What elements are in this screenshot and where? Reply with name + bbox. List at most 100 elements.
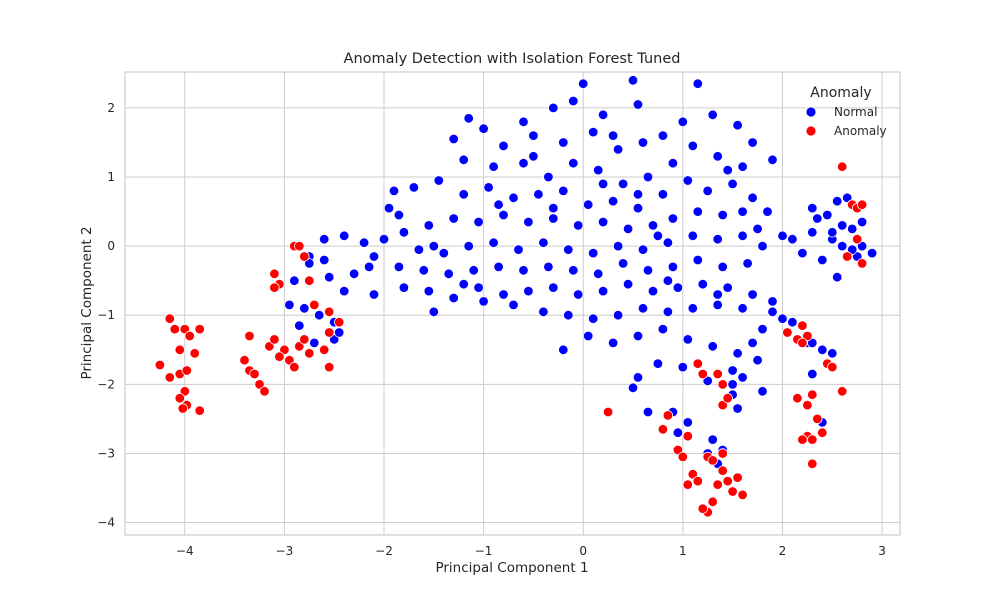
point-normal [647,285,659,297]
point-normal [294,320,305,331]
point-anomaly [697,503,709,514]
point-anomaly [697,368,709,380]
point-normal [597,216,609,228]
point-normal [518,157,529,169]
point-normal [528,151,539,162]
point-normal [692,78,704,89]
point-normal [712,299,723,311]
point-normal [428,240,440,252]
point-normal [707,109,718,121]
point-normal [617,178,629,190]
chart-title: Anomaly Detection with Isolation Forest … [344,51,681,67]
point-normal [593,268,604,280]
x-tick-label: 2 [779,544,787,558]
point-normal [597,178,609,190]
point-normal [627,382,639,394]
y-tick-label: 2 [107,101,115,115]
point-anomaly [194,405,205,416]
point-normal [677,361,689,373]
point-normal [632,202,644,214]
point-anomaly [334,317,345,328]
point-normal [827,348,838,359]
point-normal [513,244,524,255]
point-normal [314,310,325,321]
point-normal [787,233,798,245]
point-normal [438,247,450,259]
point-anomaly [712,479,723,490]
point-anomaly [164,372,176,383]
point-anomaly [164,313,176,324]
point-normal [652,358,664,369]
point-normal [393,261,405,273]
point-normal [647,220,659,231]
point-anomaly [717,465,728,476]
point-normal [443,268,454,280]
point-normal [588,247,599,259]
point-normal [423,285,435,297]
point-anomaly [722,393,733,404]
point-normal [777,230,788,242]
point-normal [817,254,828,266]
point-normal [632,99,644,110]
point-normal [533,189,544,200]
y-tick-label: −4 [97,516,115,530]
point-normal [672,282,684,293]
point-normal [737,161,748,172]
point-normal [757,323,768,335]
point-normal [832,272,843,283]
point-normal [607,337,619,349]
point-normal [493,261,504,273]
point-anomaly [309,299,320,311]
point-normal [662,275,674,286]
point-anomaly [797,320,808,331]
y-tick-label: 1 [107,170,115,184]
point-anomaly [732,472,743,483]
point-anomaly [239,355,250,366]
point-normal [712,233,723,245]
point-normal [617,258,629,269]
point-normal [732,119,743,131]
point-normal [413,244,425,255]
point-normal [687,230,699,242]
point-normal [284,299,295,311]
point-normal [642,265,654,276]
point-anomaly [737,489,748,501]
legend-label-anomaly: Anomaly [834,124,887,138]
x-tick-label: 3 [878,544,886,558]
point-anomaly [154,359,166,371]
legend-label-normal: Normal [834,105,877,119]
point-normal [727,178,738,190]
point-normal [368,251,380,262]
point-normal [692,254,704,266]
point-normal [667,261,679,273]
point-anomaly [181,365,193,376]
point-anomaly [692,475,704,487]
point-normal [473,216,484,228]
point-normal [687,140,699,152]
point-normal [856,216,868,228]
point-normal [543,171,554,183]
point-normal [747,289,758,300]
point-normal [583,199,594,210]
point-normal [662,237,674,248]
point-normal [548,213,559,224]
point-anomaly [304,275,315,286]
point-anomaly [177,403,189,414]
point-normal [767,154,778,166]
point-normal [518,116,529,128]
point-normal [722,282,733,293]
point-normal [508,192,519,204]
point-normal [762,206,773,217]
point-anomaly [304,348,315,359]
point-normal [398,282,410,293]
point-anomaly [244,330,255,342]
point-normal [757,240,768,252]
point-normal [458,189,469,200]
point-normal [637,303,649,314]
point-normal [827,227,838,238]
point-normal [543,261,554,273]
point-normal [568,157,579,169]
point-normal [667,157,679,169]
point-normal [558,137,569,148]
point-normal [478,123,489,134]
